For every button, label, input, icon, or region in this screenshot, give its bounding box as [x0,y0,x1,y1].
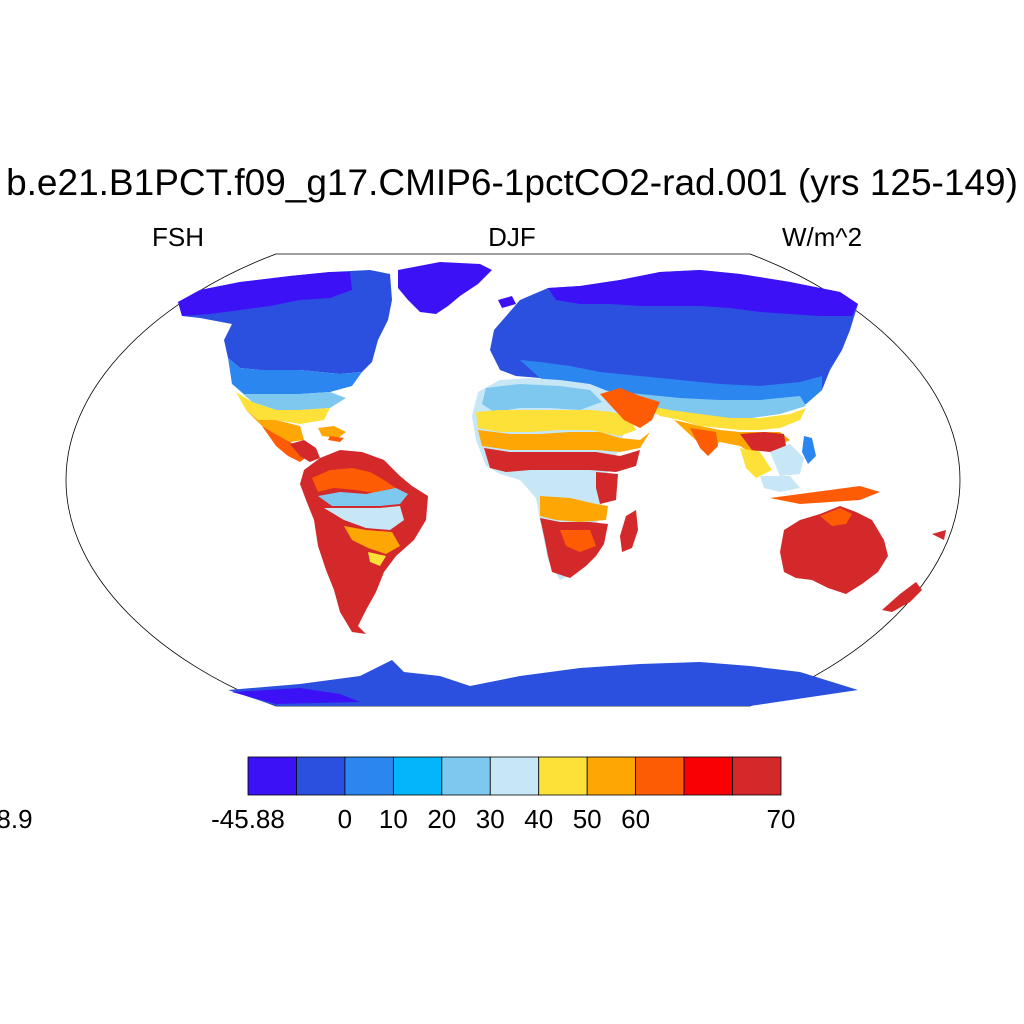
colorbar-label: 40 [524,804,554,834]
north-america [178,270,392,462]
colorbar-swatch [441,756,491,796]
caribbean-islands [328,436,344,442]
antarctica [228,660,858,706]
australia-oceania [760,436,946,612]
colorbar-label: 30 [475,804,505,834]
colorbar-swatch [635,756,685,796]
plot-title: b.e21.B1PCT.f09_g17.CMIP6-1pctCO2-rad.00… [6,162,1018,203]
colorbar-swatch [296,756,346,796]
season-label: DJF [488,222,536,252]
colorbar-swatch [489,756,540,796]
colorbar-swatch [344,756,394,796]
colorbar-label: 178.9 [0,804,33,834]
antarctica-interior [232,688,360,704]
africa [472,378,660,580]
colorbar-label: 50 [572,804,602,834]
colorbar-label: -45.88 [211,804,285,834]
iceland [498,296,516,308]
colorbar [247,756,782,796]
colorbar-swatch [538,756,588,796]
colorbar-label: 10 [378,804,408,834]
units-label: W/m^2 [782,222,863,252]
south-america [300,450,428,634]
colorbar-label: 20 [427,804,457,834]
variable-label: FSH [152,222,204,252]
colorbar-swatch [247,756,297,796]
greenland [398,262,492,314]
colorbar-swatch [683,756,733,796]
colorbar-label: 0 [337,804,353,834]
colorbar-swatch [732,756,782,796]
eurasia [490,270,858,478]
colorbar-label: 70 [766,804,796,834]
colorbar-swatch [586,756,637,796]
colorbar-label: 60 [621,804,651,834]
colorbar-swatch [392,756,443,796]
